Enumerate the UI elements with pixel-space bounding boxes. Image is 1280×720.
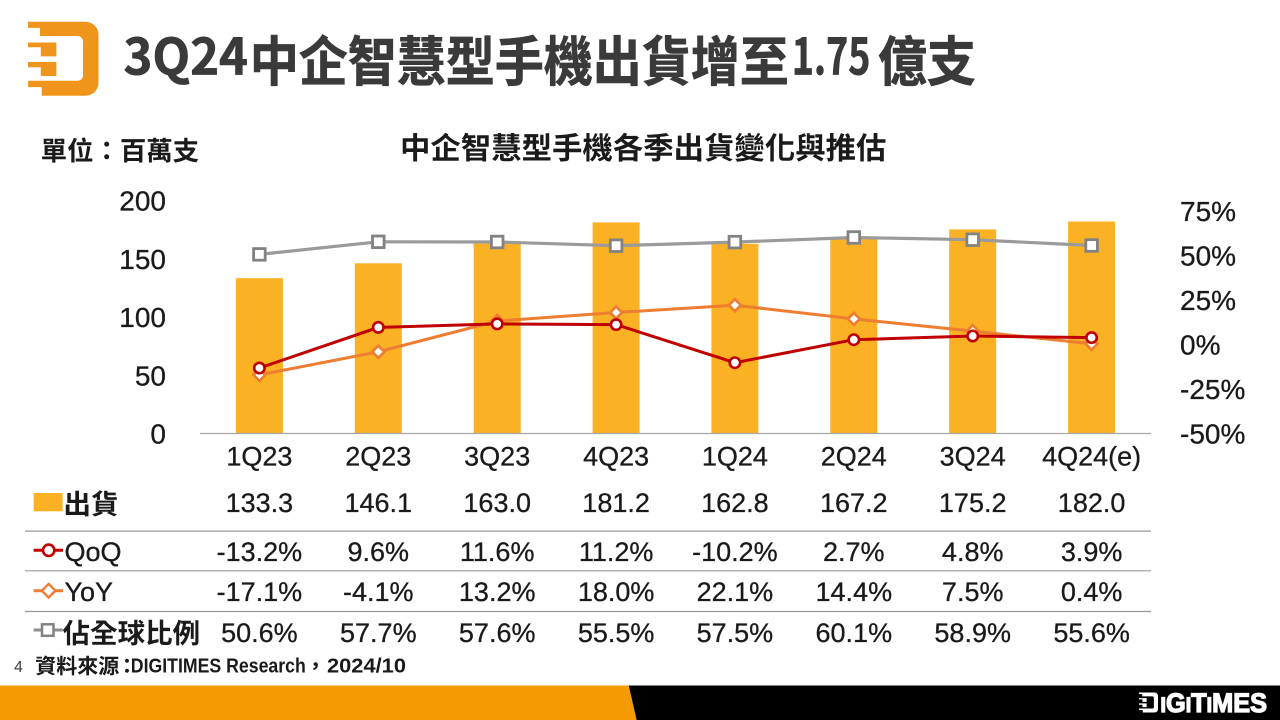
svg-text:1Q24: 1Q24 <box>702 442 768 472</box>
svg-text:133.3: 133.3 <box>226 488 294 518</box>
svg-text:-50%: -50% <box>1180 419 1245 450</box>
svg-text:DIGITIMES Research: DIGITIMES Research <box>131 655 306 678</box>
svg-text:2Q23: 2Q23 <box>345 442 411 472</box>
svg-text:-10.2%: -10.2% <box>692 537 778 567</box>
svg-text:50.6%: 50.6% <box>221 618 298 648</box>
svg-text:-17.1%: -17.1% <box>217 577 303 607</box>
svg-text:181.2: 181.2 <box>582 488 650 518</box>
svg-text:0.4%: 0.4% <box>1061 577 1123 607</box>
svg-text:11.2%: 11.2% <box>579 537 654 567</box>
svg-text:3.9%: 3.9% <box>1061 537 1123 567</box>
svg-text:57.5%: 57.5% <box>697 618 774 648</box>
svg-text:60.1%: 60.1% <box>816 618 893 648</box>
svg-text:100: 100 <box>119 302 166 333</box>
svg-text:9.6%: 9.6% <box>348 537 410 567</box>
svg-text:175.2: 175.2 <box>939 488 1007 518</box>
svg-text:2Q24: 2Q24 <box>821 442 887 472</box>
svg-text:4Q23: 4Q23 <box>583 442 649 472</box>
svg-text:0: 0 <box>150 419 166 450</box>
svg-text:200: 200 <box>119 186 166 217</box>
svg-text:25%: 25% <box>1180 285 1236 316</box>
svg-text:2024/10: 2024/10 <box>327 655 406 678</box>
svg-text:7.5%: 7.5% <box>942 577 1004 607</box>
svg-text:57.6%: 57.6% <box>459 618 536 648</box>
svg-text:-13.2%: -13.2% <box>217 537 303 567</box>
svg-text:22.1%: 22.1% <box>697 577 774 607</box>
svg-text:182.0: 182.0 <box>1058 488 1126 518</box>
svg-text:58.9%: 58.9% <box>934 618 1011 648</box>
svg-text:13.2%: 13.2% <box>459 577 536 607</box>
svg-text:167.2: 167.2 <box>820 488 888 518</box>
svg-text:3Q24: 3Q24 <box>940 442 1006 472</box>
svg-text:57.7%: 57.7% <box>340 618 417 648</box>
svg-text:-4.1%: -4.1% <box>343 577 414 607</box>
svg-text:146.1: 146.1 <box>345 488 413 518</box>
svg-text:YoY: YoY <box>65 577 114 607</box>
svg-text:150: 150 <box>119 244 166 275</box>
svg-text:1Q23: 1Q23 <box>226 442 292 472</box>
svg-text:14.4%: 14.4% <box>816 577 893 607</box>
svg-text:3Q23: 3Q23 <box>464 442 530 472</box>
svg-text:50%: 50% <box>1180 241 1236 272</box>
svg-text:-25%: -25% <box>1180 374 1245 405</box>
svg-text:163.0: 163.0 <box>463 488 531 518</box>
svg-text:0%: 0% <box>1180 330 1220 361</box>
svg-text:IGITIMES: IGITIMES <box>1161 688 1268 718</box>
svg-text:4.8%: 4.8% <box>942 537 1004 567</box>
svg-text:QoQ: QoQ <box>65 537 122 567</box>
svg-text:55.5%: 55.5% <box>578 618 655 648</box>
svg-text:4: 4 <box>14 659 23 676</box>
svg-text:75%: 75% <box>1180 196 1236 227</box>
svg-text:4Q24(e): 4Q24(e) <box>1042 442 1141 472</box>
svg-text:50: 50 <box>135 360 166 391</box>
svg-text:11.6%: 11.6% <box>460 537 535 567</box>
svg-text:55.6%: 55.6% <box>1053 618 1130 648</box>
svg-text:162.8: 162.8 <box>701 488 769 518</box>
svg-text:2.7%: 2.7% <box>823 537 885 567</box>
svg-text:18.0%: 18.0% <box>578 577 655 607</box>
